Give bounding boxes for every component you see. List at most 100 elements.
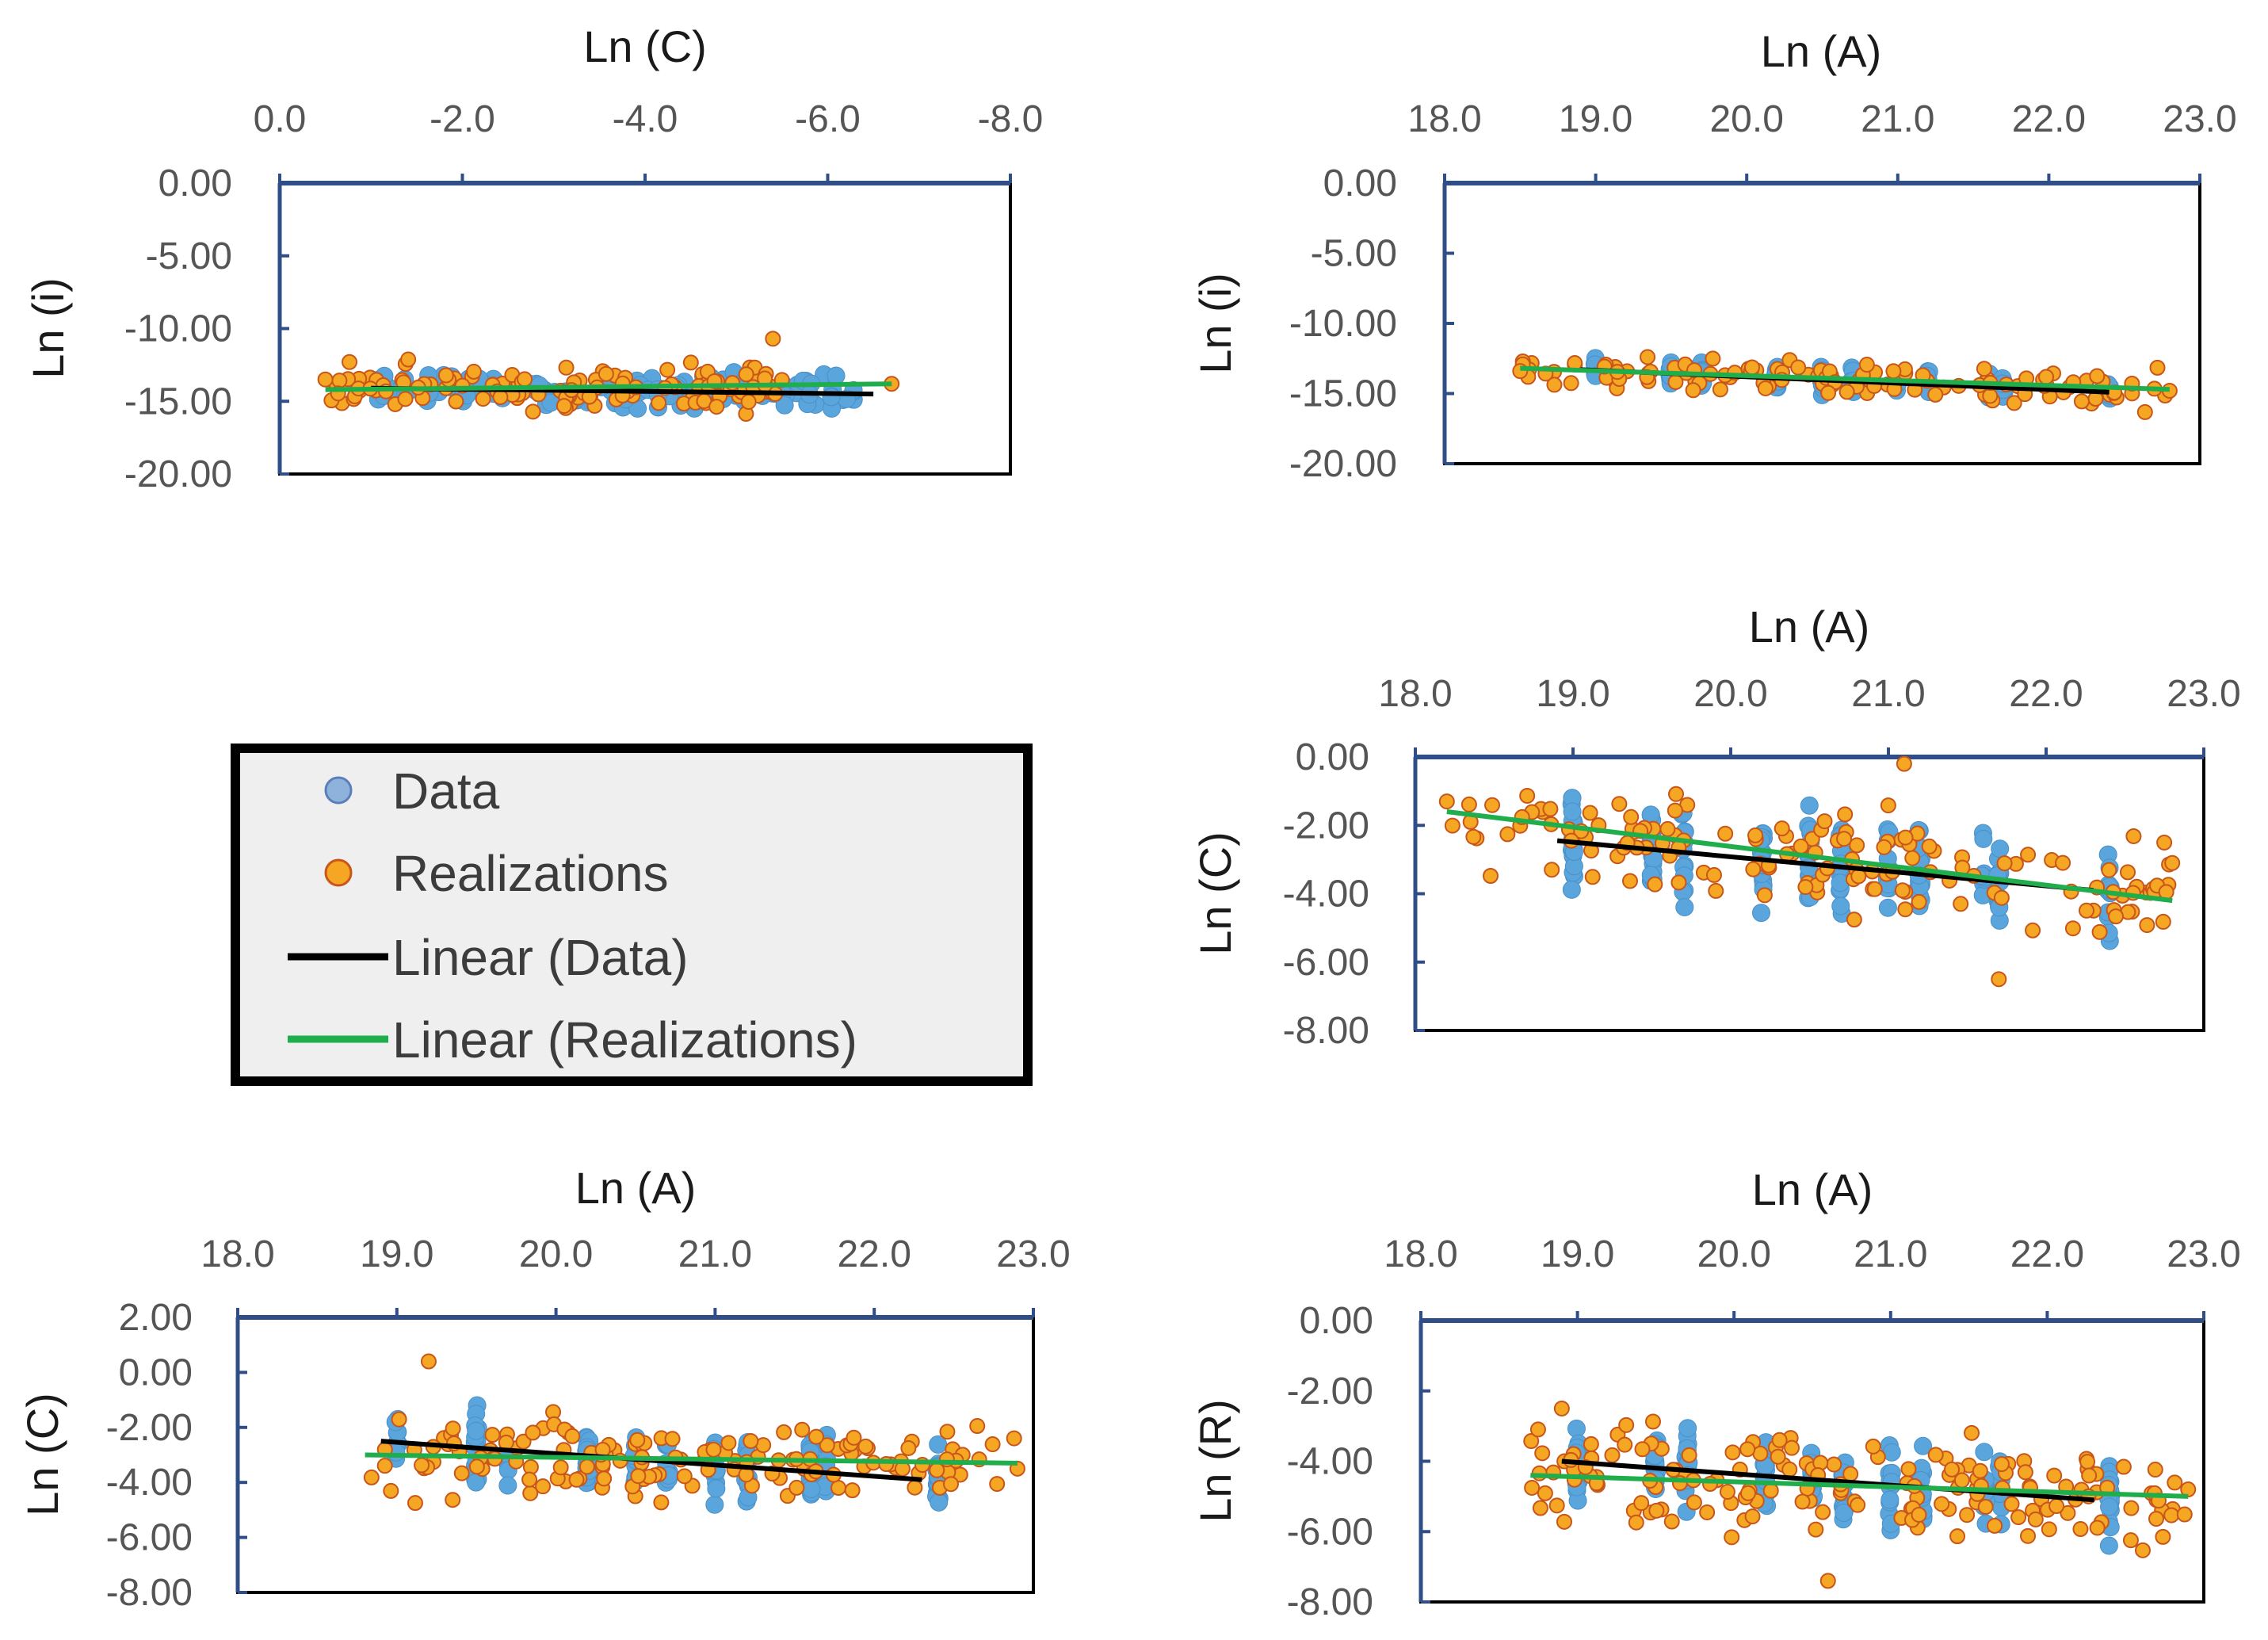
x-tick-label: 19.0 bbox=[1536, 673, 1609, 715]
x-tick-label: 21.0 bbox=[1851, 673, 1925, 715]
realization-point bbox=[1659, 820, 1676, 837]
realization-point bbox=[1604, 1447, 1621, 1463]
realization-point bbox=[1876, 839, 1892, 855]
realization-point bbox=[1739, 1441, 1756, 1458]
x-axis-title: Ln (A) bbox=[1749, 602, 1870, 652]
realization-point bbox=[676, 1468, 693, 1485]
realization-point bbox=[1519, 787, 1536, 804]
realization-point bbox=[1987, 1517, 2003, 1534]
realization-point bbox=[2180, 1481, 2197, 1497]
realization-point bbox=[1681, 1447, 1697, 1463]
realization-point bbox=[2167, 1474, 2183, 1491]
realization-point bbox=[2156, 834, 2173, 851]
realization-point bbox=[1837, 806, 1854, 823]
realization-point bbox=[2027, 1511, 2044, 1527]
realization-point bbox=[407, 1495, 423, 1512]
realization-point bbox=[808, 1428, 825, 1445]
realization-point bbox=[1896, 755, 1912, 772]
plot-area bbox=[278, 182, 1012, 476]
realization-point bbox=[1582, 805, 1598, 821]
realization-point bbox=[1849, 837, 1865, 854]
realization-point bbox=[475, 391, 491, 407]
realization-point bbox=[2091, 923, 2108, 940]
realization-point bbox=[376, 1458, 393, 1474]
realization-point bbox=[2079, 1454, 2096, 1470]
realization-point bbox=[1880, 797, 1896, 814]
realization-point bbox=[1634, 1441, 1651, 1458]
realization-point bbox=[1900, 1461, 1917, 1478]
data-point bbox=[930, 1493, 949, 1512]
realization-point bbox=[740, 393, 757, 410]
realization-point bbox=[1618, 1416, 1635, 1433]
realization-point bbox=[1482, 867, 1499, 884]
trend-line-realizations bbox=[1520, 365, 2170, 392]
realization-point bbox=[794, 1421, 811, 1438]
realization-point bbox=[765, 331, 781, 347]
x-axis-title: Ln (A) bbox=[575, 1163, 697, 1213]
realization-point bbox=[2164, 854, 2181, 871]
realization-point bbox=[1623, 809, 1640, 825]
realization-point bbox=[2064, 920, 2081, 937]
data-point bbox=[1835, 1503, 1854, 1522]
realization-point bbox=[1529, 1421, 1546, 1438]
realization-point bbox=[2155, 913, 2171, 930]
realization-point bbox=[1894, 882, 1911, 899]
realization-point bbox=[2046, 1467, 2063, 1484]
y-tick-label: -2.00 bbox=[106, 1407, 193, 1449]
realization-point bbox=[1484, 797, 1501, 813]
realization-point bbox=[1438, 793, 1455, 810]
realization-point bbox=[1808, 1521, 1824, 1538]
realization-point bbox=[1444, 817, 1460, 834]
y-tick-label: -4.00 bbox=[106, 1462, 193, 1504]
data-point bbox=[775, 396, 794, 415]
trend-line-realizations bbox=[1446, 809, 2173, 904]
realization-point bbox=[400, 351, 417, 368]
y-tick-label: -6.00 bbox=[1287, 1511, 1373, 1553]
realization-point bbox=[2115, 1458, 2132, 1475]
realization-point bbox=[2123, 1500, 2140, 1516]
realization-point bbox=[492, 389, 509, 406]
realization-point bbox=[2017, 1464, 2033, 1481]
realization-point bbox=[414, 1457, 430, 1474]
realization-point bbox=[468, 1458, 485, 1475]
realization-point bbox=[724, 375, 741, 392]
realization-point bbox=[1972, 1462, 1988, 1479]
data-point bbox=[1991, 839, 2010, 858]
x-tick-label: 22.0 bbox=[2010, 1233, 2084, 1275]
realization-point bbox=[391, 1411, 407, 1428]
legend-realizations-marker bbox=[324, 858, 353, 887]
x-tick-label: 21.0 bbox=[1854, 1233, 1927, 1275]
realization-point bbox=[1686, 1494, 1702, 1511]
realization-point bbox=[1993, 1456, 2010, 1473]
chart-ln-c-vs-ln-a-bottom: Ln (A) Ln (C) 18.0 19.0 20.0 21.0 22.0 23.0 2.… bbox=[17, 1163, 1071, 1614]
realization-point bbox=[1885, 363, 1902, 380]
realization-point bbox=[2089, 368, 2106, 384]
realization-point bbox=[1996, 855, 2013, 872]
y-axis-title: Ln (i) bbox=[23, 277, 73, 379]
realization-point bbox=[1532, 1500, 1548, 1516]
y-axis-title: Ln (R) bbox=[1190, 1399, 1240, 1523]
realization-point bbox=[630, 1468, 647, 1485]
realization-point bbox=[1712, 381, 1728, 398]
realization-point bbox=[558, 359, 575, 376]
realization-point bbox=[568, 1471, 585, 1488]
x-tick-label: -6.0 bbox=[795, 98, 861, 140]
realization-point bbox=[942, 1476, 959, 1493]
chart-ln-i-vs-ln-a: Ln (A) Ln (i) 18.0 19.0 20.0 21.0 22.0 23.0 0.… bbox=[1190, 26, 2237, 485]
realization-point bbox=[515, 1433, 532, 1450]
realization-point bbox=[535, 1478, 552, 1495]
realization-point bbox=[1699, 1504, 1716, 1520]
x-tick-label: 20.0 bbox=[1693, 673, 1767, 715]
realization-point bbox=[900, 1439, 917, 1456]
realization-point bbox=[521, 1471, 538, 1488]
realization-point bbox=[1790, 359, 1807, 376]
y-tick-label: -20.00 bbox=[1289, 443, 1397, 485]
x-tick-label: 19.0 bbox=[1541, 1233, 1614, 1275]
realization-point bbox=[1774, 820, 1790, 837]
realization-point bbox=[1770, 1448, 1786, 1465]
realization-point bbox=[1621, 873, 1638, 889]
point-layer bbox=[1523, 1400, 2197, 1589]
legend-label-linear-data: Linear (Data) bbox=[392, 929, 689, 986]
chart-ln-i-vs-ln-c: Ln (C) Ln (i) 0.0 -2.0 -4.0 -6.0 -8.0 0.00 -5.… bbox=[23, 21, 1043, 495]
trend-line-data bbox=[1561, 1458, 2094, 1503]
